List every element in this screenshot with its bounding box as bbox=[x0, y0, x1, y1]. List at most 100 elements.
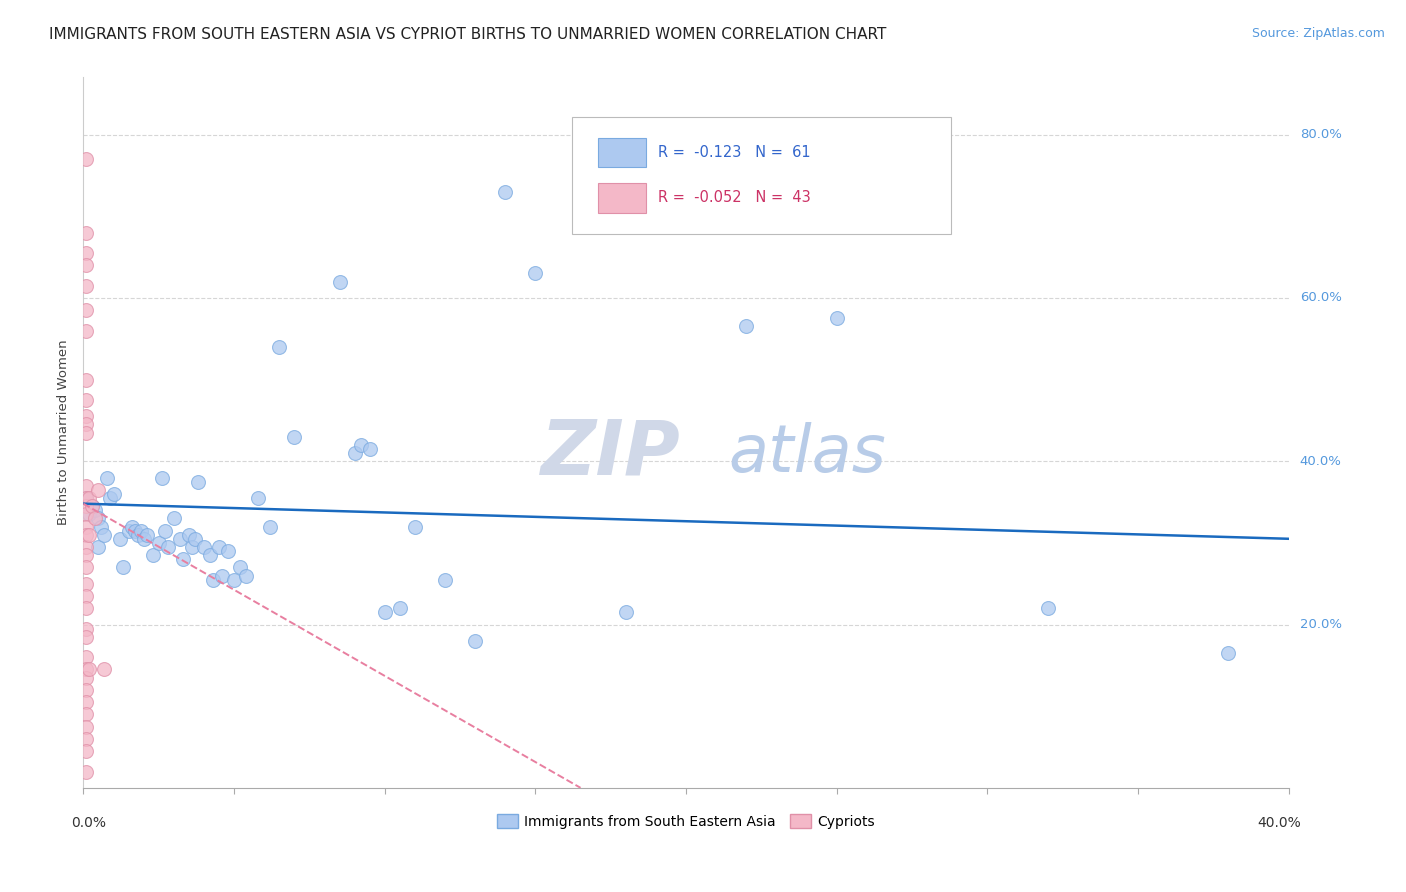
Point bbox=[75, 491, 97, 505]
Point bbox=[163, 511, 186, 525]
Text: 60.0%: 60.0% bbox=[1299, 292, 1341, 304]
Point bbox=[100, 491, 122, 505]
Bar bbox=[598, 183, 647, 212]
Point bbox=[153, 524, 176, 538]
Point bbox=[75, 417, 97, 432]
Point bbox=[75, 226, 97, 240]
Text: Source: ZipAtlas.com: Source: ZipAtlas.com bbox=[1251, 27, 1385, 40]
Point bbox=[75, 662, 97, 676]
Point bbox=[135, 527, 157, 541]
Point bbox=[75, 682, 97, 697]
Point bbox=[235, 568, 257, 582]
Point bbox=[343, 446, 366, 460]
Point bbox=[96, 470, 118, 484]
Point bbox=[87, 540, 110, 554]
Point bbox=[75, 540, 97, 554]
Text: ZIP: ZIP bbox=[541, 417, 681, 491]
Point bbox=[87, 483, 110, 497]
Point bbox=[328, 275, 350, 289]
Point bbox=[75, 744, 97, 758]
Point bbox=[374, 605, 396, 619]
Point bbox=[156, 540, 179, 554]
Bar bbox=[598, 137, 647, 168]
Point bbox=[75, 508, 97, 522]
Point bbox=[75, 601, 97, 615]
Point bbox=[177, 527, 200, 541]
Point bbox=[127, 527, 149, 541]
Point bbox=[75, 671, 97, 685]
Point bbox=[75, 373, 97, 387]
Point bbox=[75, 278, 97, 293]
Point bbox=[75, 589, 97, 603]
Point bbox=[494, 185, 516, 199]
Point bbox=[524, 267, 547, 281]
Point bbox=[193, 540, 215, 554]
Point bbox=[735, 319, 758, 334]
Point bbox=[79, 527, 101, 541]
Point bbox=[75, 695, 97, 709]
Point bbox=[150, 470, 173, 484]
Point bbox=[75, 303, 97, 318]
Point bbox=[79, 491, 101, 505]
Point bbox=[75, 409, 97, 424]
Point bbox=[211, 568, 233, 582]
Text: atlas: atlas bbox=[728, 422, 886, 486]
Point bbox=[169, 532, 191, 546]
Point bbox=[129, 524, 152, 538]
Point bbox=[75, 650, 97, 665]
Point bbox=[825, 311, 848, 326]
Point bbox=[84, 511, 107, 525]
Point bbox=[75, 479, 97, 493]
Point bbox=[124, 524, 146, 538]
Point bbox=[247, 491, 270, 505]
Point bbox=[75, 764, 97, 779]
FancyBboxPatch shape bbox=[571, 117, 952, 234]
Text: 40.0%: 40.0% bbox=[1257, 816, 1301, 830]
Point bbox=[117, 524, 139, 538]
Text: IMMIGRANTS FROM SOUTH EASTERN ASIA VS CYPRIOT BIRTHS TO UNMARRIED WOMEN CORRELAT: IMMIGRANTS FROM SOUTH EASTERN ASIA VS CY… bbox=[49, 27, 887, 42]
Text: 80.0%: 80.0% bbox=[1299, 128, 1341, 141]
Point bbox=[75, 324, 97, 338]
Point bbox=[184, 532, 207, 546]
Point bbox=[75, 152, 97, 166]
Point bbox=[79, 662, 101, 676]
Point bbox=[87, 511, 110, 525]
Point bbox=[283, 430, 305, 444]
Point bbox=[75, 548, 97, 562]
Point bbox=[148, 536, 170, 550]
Point bbox=[121, 519, 143, 533]
Point bbox=[75, 425, 97, 440]
Point bbox=[75, 630, 97, 644]
Point bbox=[75, 720, 97, 734]
Point bbox=[198, 548, 221, 562]
Legend: Immigrants from South Eastern Asia, Cypriots: Immigrants from South Eastern Asia, Cypr… bbox=[491, 809, 882, 834]
Point bbox=[269, 340, 291, 354]
Point bbox=[132, 532, 155, 546]
Point bbox=[1036, 601, 1059, 615]
Point bbox=[82, 499, 104, 513]
Point bbox=[75, 731, 97, 746]
Point bbox=[108, 532, 131, 546]
Point bbox=[259, 519, 281, 533]
Point bbox=[93, 662, 115, 676]
Point bbox=[75, 560, 97, 574]
Point bbox=[93, 527, 115, 541]
Point bbox=[84, 503, 107, 517]
Point bbox=[75, 527, 97, 541]
Point bbox=[75, 258, 97, 272]
Text: R =  -0.123   N =  61: R = -0.123 N = 61 bbox=[658, 145, 811, 160]
Point bbox=[75, 519, 97, 533]
Point bbox=[229, 560, 252, 574]
Point bbox=[111, 560, 134, 574]
Point bbox=[359, 442, 381, 456]
Text: 40.0%: 40.0% bbox=[1299, 455, 1341, 467]
Point bbox=[75, 491, 97, 505]
Point bbox=[208, 540, 231, 554]
Point bbox=[388, 601, 411, 615]
Point bbox=[1218, 646, 1240, 660]
Point bbox=[349, 438, 371, 452]
Point bbox=[217, 544, 239, 558]
Point bbox=[222, 573, 245, 587]
Point bbox=[75, 707, 97, 722]
Point bbox=[75, 246, 97, 260]
